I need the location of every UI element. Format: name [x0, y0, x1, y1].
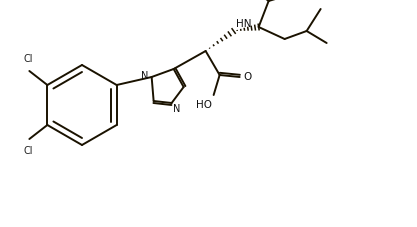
Text: O: O: [244, 72, 252, 82]
Text: N: N: [173, 104, 180, 114]
Text: N: N: [141, 71, 148, 81]
Text: Cl: Cl: [24, 146, 33, 156]
Text: Cl: Cl: [24, 54, 33, 64]
Text: HO: HO: [196, 100, 212, 110]
Text: HN: HN: [236, 19, 251, 29]
